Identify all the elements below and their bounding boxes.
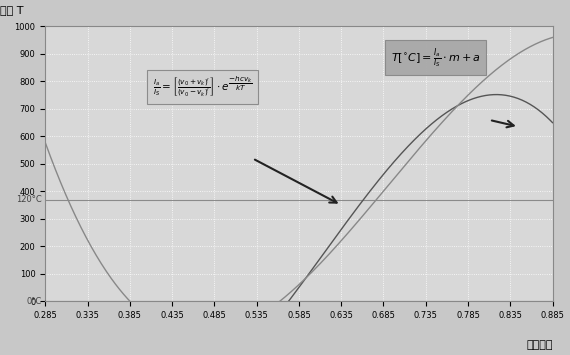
Text: 温度 T: 温度 T [0,5,23,16]
Text: 120°C: 120°C [16,195,42,204]
Text: 担谱比値: 担谱比値 [526,340,552,350]
Text: $T[^{\circ}C]=\frac{I_a}{I_S} \cdot m + a$: $T[^{\circ}C]=\frac{I_a}{I_S} \cdot m + … [391,46,481,70]
Text: $\frac{I_a}{I_S} = \left[\frac{(v_0+v_k)'}{(v_0-v_k)'}\right]\cdot e^{\dfrac{-hc: $\frac{I_a}{I_S} = \left[\frac{(v_0+v_k)… [153,75,253,99]
Text: 0°C: 0°C [27,297,42,306]
